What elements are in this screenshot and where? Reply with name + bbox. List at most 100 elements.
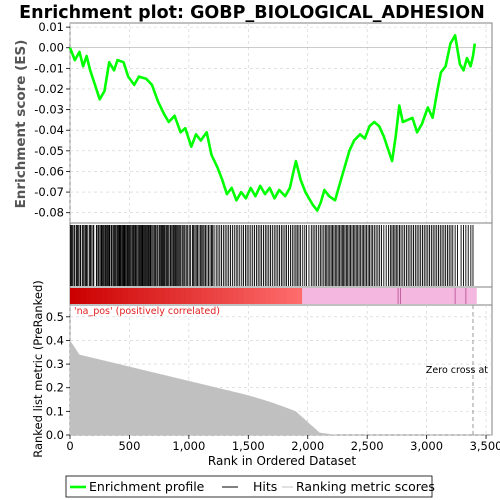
es-tick-label: 0.00 xyxy=(38,41,64,55)
color-bar-segment xyxy=(117,288,124,304)
es-tick-label: -0.01 xyxy=(34,61,64,75)
color-bar-segment xyxy=(428,288,435,304)
color-bar-segment xyxy=(307,288,314,304)
es-tick-label: 0.01 xyxy=(38,20,64,34)
color-bar-segment xyxy=(275,288,282,304)
es-tick-label: -0.05 xyxy=(34,144,64,158)
es-axis-label: Enrichment score (ES) xyxy=(13,40,29,209)
color-bar-segment xyxy=(91,288,97,304)
color-bar-segment xyxy=(423,288,430,304)
color-bar-segment xyxy=(333,288,340,304)
color-bar-segment xyxy=(80,288,87,304)
ranking-metric-area xyxy=(70,340,473,435)
positive-correlation-label: 'na_pos' (positively correlated) xyxy=(74,306,220,317)
color-bar-segment xyxy=(455,288,461,304)
color-bar-segment xyxy=(122,288,129,304)
metric-tick-label: 0.4 xyxy=(46,333,64,347)
color-bar-segment xyxy=(402,288,409,304)
hits-ticks xyxy=(70,225,474,286)
color-bar-segment xyxy=(449,288,456,304)
color-bar-segment xyxy=(201,288,208,304)
color-bar-segment xyxy=(470,288,477,304)
color-bar-segment xyxy=(138,288,145,304)
color-bar-segment xyxy=(244,288,250,304)
es-tick-label: -0.04 xyxy=(34,123,64,137)
color-bar-segment xyxy=(439,288,446,304)
color-bar-segment xyxy=(433,288,440,304)
x-tick-label: 1,500 xyxy=(232,439,265,453)
legend-box xyxy=(65,475,433,498)
color-bar-segment xyxy=(96,288,103,304)
color-bar-segment xyxy=(265,288,272,304)
color-bar-segment xyxy=(312,288,319,304)
color-bar-segment xyxy=(133,288,140,304)
color-bar-segment xyxy=(159,288,166,304)
color-bar-segment xyxy=(349,288,356,304)
color-bar-segment xyxy=(344,288,351,304)
x-tick-label: 2,000 xyxy=(291,439,324,453)
color-bar-segment xyxy=(317,288,324,304)
color-bar-segment xyxy=(354,288,361,304)
color-bar-segment xyxy=(196,288,203,304)
x-tick-label: 0 xyxy=(66,439,73,453)
color-bar-segment xyxy=(375,288,382,304)
color-bar-segment xyxy=(360,288,366,304)
color-bar-segment xyxy=(444,288,451,304)
es-tick-label: -0.02 xyxy=(34,82,64,96)
color-bar-segment xyxy=(238,288,245,304)
x-tick-label: 3,000 xyxy=(410,439,443,453)
color-bar-segment xyxy=(296,288,303,304)
color-bar-segment xyxy=(328,288,335,304)
color-bar-segment xyxy=(323,288,330,304)
metric-y-ticks: 0.0 0.1 0.2 0.3 0.4 0.5 xyxy=(46,310,70,442)
color-bar-segment xyxy=(217,288,224,304)
color-bar-segment xyxy=(222,288,229,304)
metric-axis-label: Ranked list metric (PreRanked) xyxy=(31,280,45,458)
es-tick-label: -0.08 xyxy=(34,206,64,220)
color-bar-segment xyxy=(460,288,467,304)
color-bar-segment xyxy=(249,288,256,304)
color-bar-segment xyxy=(154,288,161,304)
color-bar-segment xyxy=(370,288,377,304)
color-bar-segment xyxy=(365,288,372,304)
color-bar-segment xyxy=(233,288,240,304)
color-bar-segment xyxy=(112,288,119,304)
color-bar-segment xyxy=(302,288,308,304)
hits-panel xyxy=(69,222,493,288)
x-axis-label: Rank in Ordered Dataset xyxy=(208,454,356,468)
color-bar-segment xyxy=(386,288,393,304)
color-bar-segment xyxy=(391,288,398,304)
x-tick-label: 1,000 xyxy=(172,439,205,453)
color-bar-segment xyxy=(143,288,150,304)
es-tick-label: -0.06 xyxy=(34,164,64,178)
color-bar-segment xyxy=(281,288,287,304)
color-bar-segment xyxy=(212,288,219,304)
legend-hits-label: Hits xyxy=(253,479,277,494)
color-bar-segment xyxy=(75,288,82,304)
color-bar-segment xyxy=(85,288,92,304)
metric-tick-label: 0.3 xyxy=(46,357,64,371)
color-bar-segment xyxy=(191,288,198,304)
color-bar-segment xyxy=(339,288,345,304)
legend: Enrichment profile Hits Ranking metric s… xyxy=(65,475,435,498)
color-bar-segment xyxy=(254,288,261,304)
x-tick-label: 3,500 xyxy=(470,439,500,453)
metric-panel: 0.0 0.1 0.2 0.3 0.4 0.5 'na_pos' (positively … xyxy=(46,304,493,442)
color-bar-segment xyxy=(207,288,214,304)
color-bar-segment xyxy=(228,288,235,304)
es-tick-label: -0.07 xyxy=(34,185,64,199)
legend-enrichment-label: Enrichment profile xyxy=(89,479,205,494)
color-bar-segments xyxy=(70,288,477,304)
color-bar-segment xyxy=(149,288,155,304)
color-bar-segment xyxy=(407,288,414,304)
ranking-color-bar xyxy=(69,286,493,306)
color-bar-segment xyxy=(128,288,134,304)
color-bar-segment xyxy=(381,288,388,304)
color-bar-segment xyxy=(291,288,298,304)
enrichment-profile-line xyxy=(68,34,477,212)
legend-metric-label: Ranking metric scores xyxy=(296,479,435,494)
chart-title: Enrichment plot: GOBP_BIOLOGICAL_ADHESIO… xyxy=(19,3,485,23)
metric-tick-label: 0.0 xyxy=(46,428,64,442)
x-tick-label: 2,500 xyxy=(351,439,384,453)
